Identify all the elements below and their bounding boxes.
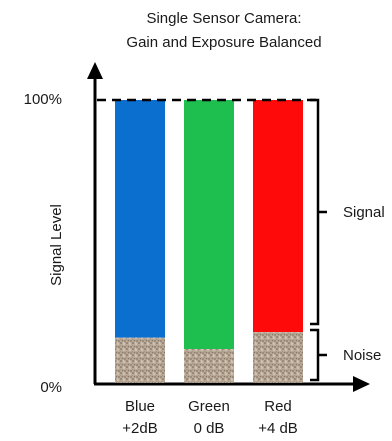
chart-title-line-1: Single Sensor Camera:	[146, 10, 301, 27]
y-axis-label: Signal Level	[48, 204, 65, 286]
x-axis-arrowhead	[353, 376, 370, 392]
chart-title-line-2: Gain and Exposure Balanced	[126, 34, 321, 51]
bar-noise-red	[253, 332, 303, 383]
signal-bracket	[310, 98, 327, 326]
bar-signal-green	[184, 100, 234, 350]
bar-noise-green	[184, 349, 234, 383]
bars-group	[115, 100, 303, 383]
bar-signal-red	[253, 100, 303, 333]
category-label-red: Red	[264, 398, 292, 415]
y-tick-label-100: 100%	[24, 91, 62, 108]
category-label-green: Green	[188, 398, 230, 415]
signal-annotation: Signal	[343, 204, 385, 221]
category-gain-green: 0 dB	[194, 420, 225, 437]
category-labels: Blue +2dB Green 0 dB Red +4 dB	[122, 398, 298, 437]
noise-bracket	[310, 328, 327, 382]
category-gain-red: +4 dB	[258, 420, 298, 437]
category-label-blue: Blue	[125, 398, 155, 415]
y-tick-label-0: 0%	[40, 379, 62, 396]
noise-annotation: Noise	[343, 347, 381, 364]
bar-noise-blue	[115, 337, 165, 383]
bar-signal-blue	[115, 100, 165, 338]
y-axis-arrowhead	[87, 62, 103, 79]
category-gain-blue: +2dB	[122, 420, 157, 437]
